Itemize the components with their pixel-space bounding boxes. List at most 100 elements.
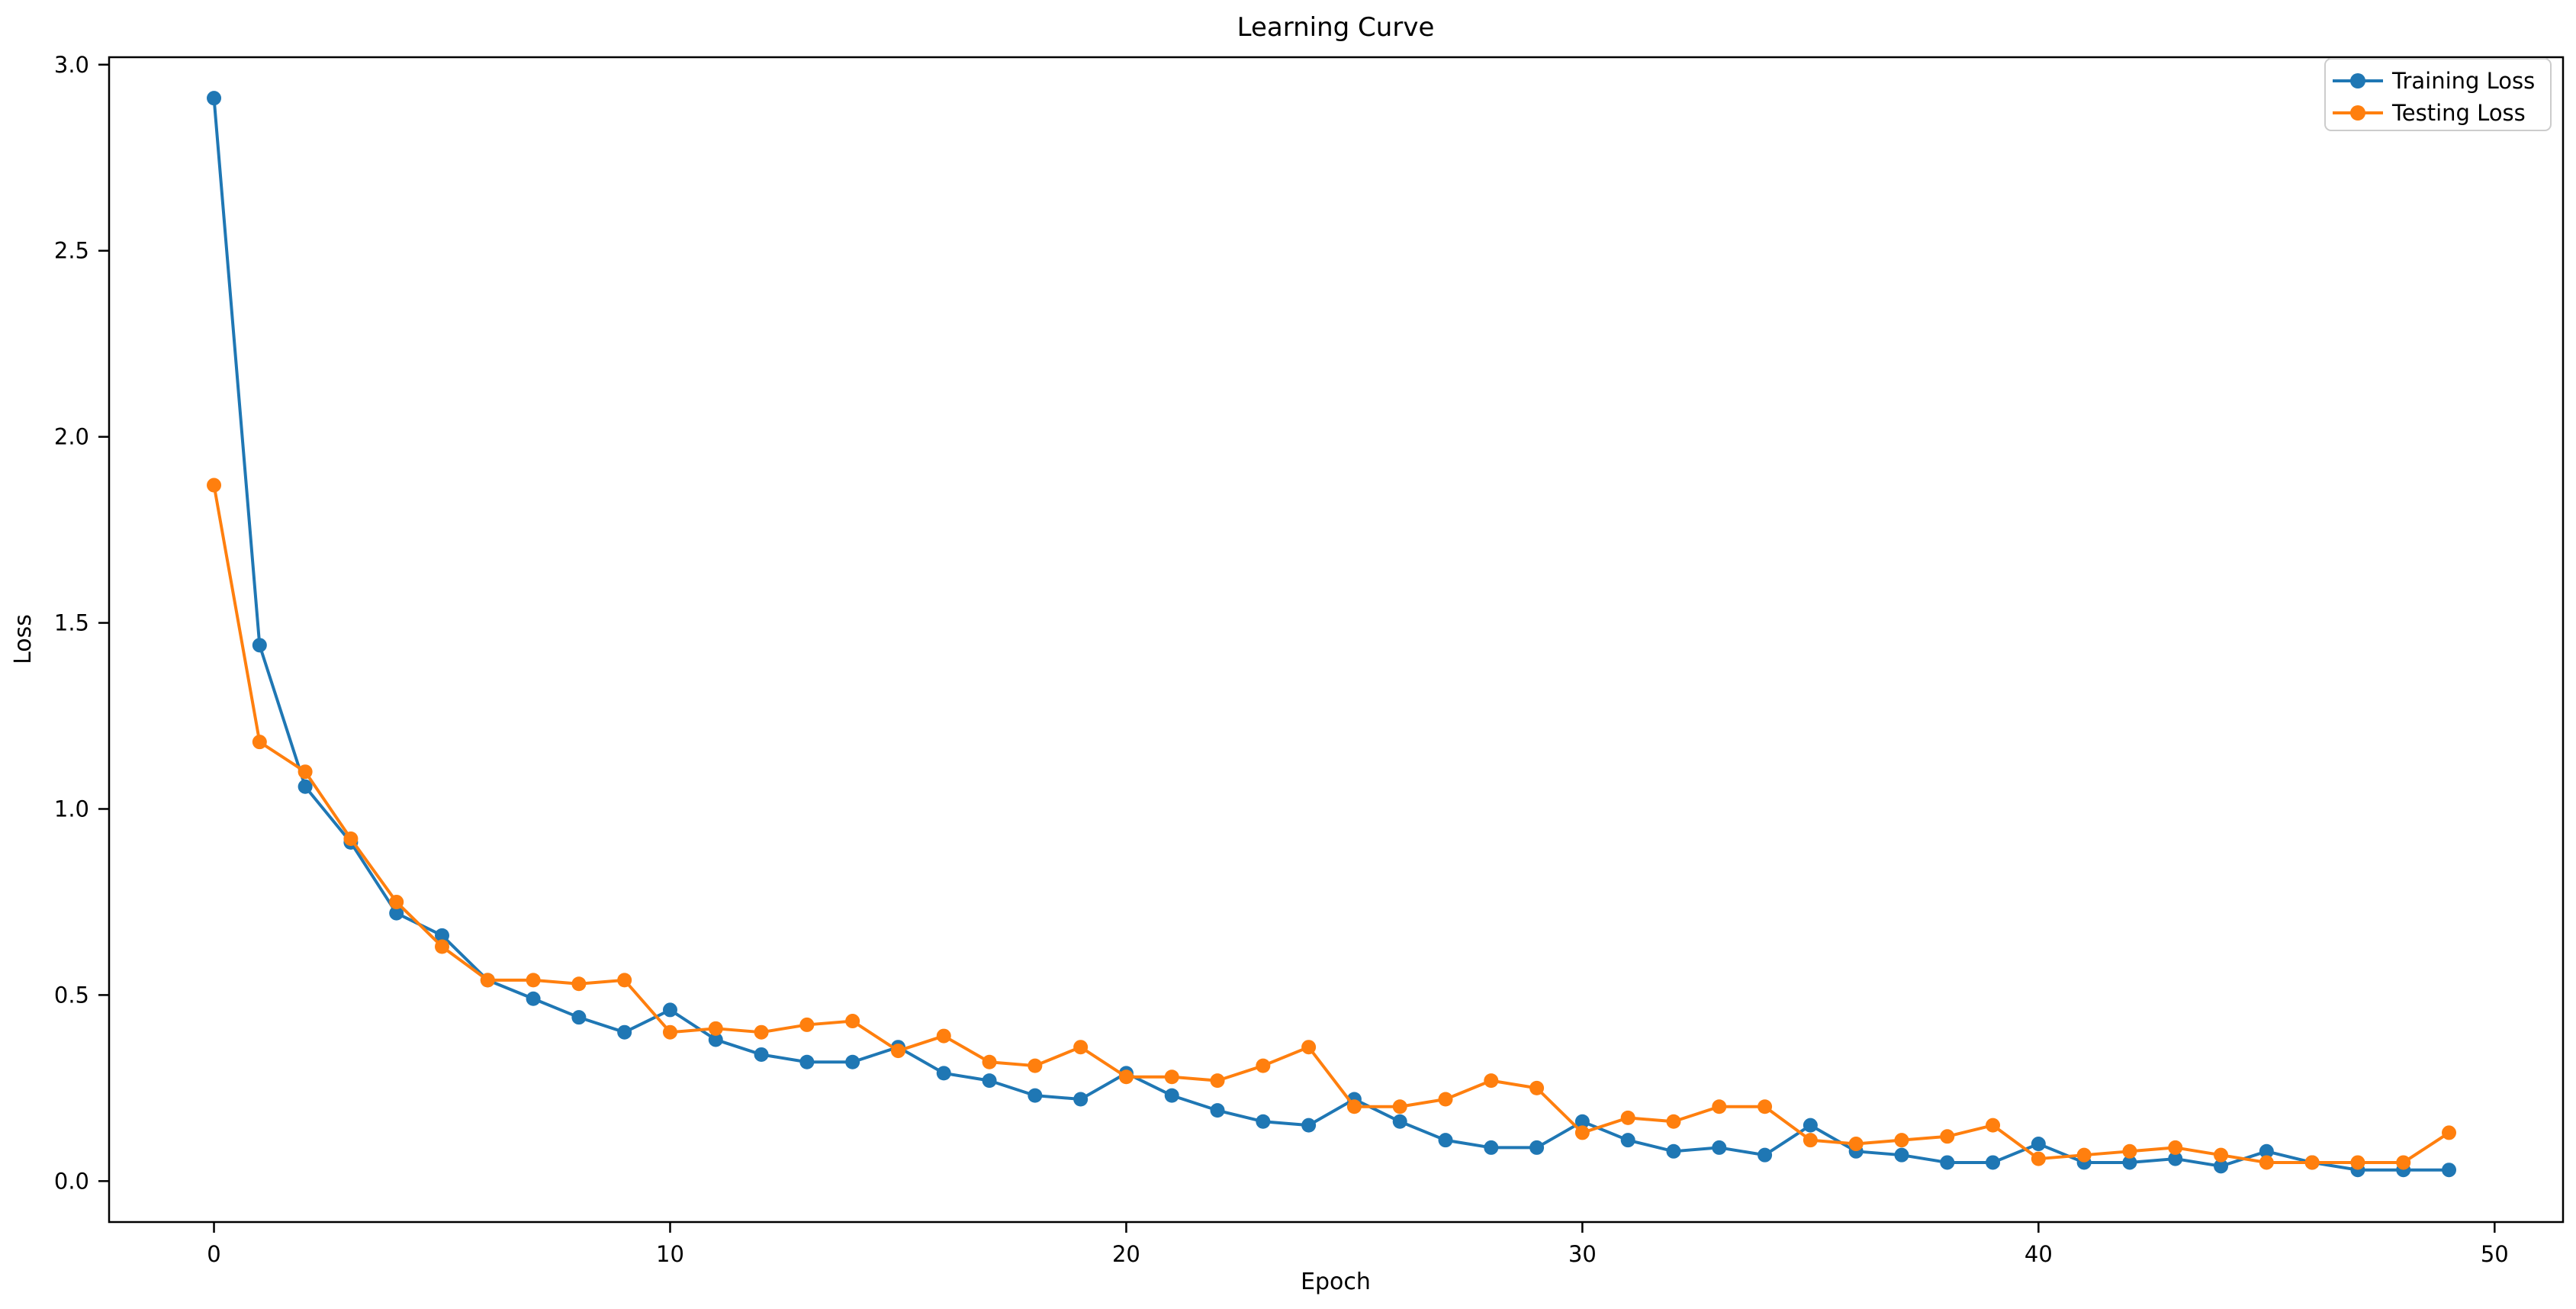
data-point [2122, 1143, 2137, 1159]
chart-title: Learning Curve [1237, 12, 1435, 43]
data-point [708, 1032, 723, 1047]
data-point [1758, 1147, 1773, 1163]
data-point [1803, 1133, 1818, 1148]
y-tick-label: 2.5 [54, 238, 89, 264]
data-point [936, 1028, 951, 1044]
data-point [1894, 1133, 1909, 1148]
data-point [2122, 1155, 2137, 1170]
data-point [1848, 1137, 1864, 1152]
data-point [708, 1021, 723, 1036]
legend-marker-dot [2350, 105, 2365, 121]
y-tick-label: 0.0 [54, 1168, 89, 1194]
training-loss-series [207, 91, 2457, 1178]
data-point [1666, 1114, 1681, 1129]
y-tick-label: 2.0 [54, 424, 89, 450]
data-point [207, 478, 222, 493]
plot-area: 0 10 20 30 40 50 0.0 0.5 1.0 1.5 2.0 2.5 3.0 Training… [54, 52, 2565, 1267]
data-point [1574, 1114, 1590, 1129]
x-tick-label: 40 [2024, 1241, 2053, 1267]
series-line [212, 484, 2451, 1164]
series-line [212, 96, 2451, 1172]
data-point [297, 779, 313, 794]
data-point [1256, 1058, 1271, 1073]
data-point [297, 764, 313, 780]
data-point [2396, 1155, 2411, 1170]
data-point [662, 1024, 677, 1040]
data-point [526, 991, 541, 1006]
data-point [1666, 1143, 1681, 1159]
x-axis-label: Epoch [1301, 1269, 1371, 1295]
data-point [982, 1054, 997, 1069]
data-point [2442, 1163, 2457, 1178]
data-point [799, 1054, 815, 1069]
data-point [936, 1066, 951, 1081]
data-point [1758, 1099, 1773, 1114]
data-point [2259, 1155, 2274, 1170]
data-point [526, 973, 541, 988]
legend-label-training-loss: Training Loss [2391, 68, 2535, 94]
data-point [1346, 1099, 1362, 1114]
data-point [1164, 1088, 1179, 1103]
y-tick-label: 1.0 [54, 796, 89, 822]
data-point [571, 1010, 587, 1025]
data-point [1256, 1114, 1271, 1129]
data-point [1712, 1140, 1727, 1155]
data-point [435, 939, 450, 954]
x-tick-label: 0 [207, 1241, 220, 1267]
data-point [1574, 1125, 1590, 1140]
data-point [2031, 1151, 2046, 1166]
data-point [1620, 1133, 1635, 1148]
data-point [252, 638, 267, 653]
data-point [1028, 1058, 1043, 1073]
data-point [1803, 1118, 1818, 1133]
data-point [1028, 1088, 1043, 1103]
legend-label-testing-loss: Testing Loss [2391, 100, 2526, 126]
y-tick-label: 1.5 [54, 610, 89, 636]
data-point [982, 1073, 997, 1089]
data-point [1438, 1092, 1453, 1107]
data-point [1392, 1114, 1407, 1129]
data-point [1986, 1155, 2001, 1170]
data-point [2076, 1147, 2092, 1163]
data-point [2259, 1143, 2274, 1159]
x-tick-label: 20 [1112, 1241, 1140, 1267]
data-point [1392, 1099, 1407, 1114]
data-point [1712, 1099, 1727, 1114]
data-point [2168, 1151, 2183, 1166]
data-point [343, 831, 359, 847]
data-point [1073, 1040, 1089, 1055]
data-point [1986, 1118, 2001, 1133]
data-point [799, 1017, 815, 1032]
data-point [1210, 1073, 1225, 1089]
data-point [1438, 1133, 1453, 1148]
data-point [1484, 1073, 1499, 1089]
data-point [252, 735, 267, 750]
y-tick-label: 3.0 [54, 52, 89, 78]
data-point [845, 1054, 860, 1069]
data-point [2350, 1155, 2365, 1170]
axes-box [108, 56, 2565, 1224]
x-tick-label: 30 [1568, 1241, 1597, 1267]
data-point [1620, 1110, 1635, 1125]
data-point [1073, 1092, 1089, 1107]
data-point [1210, 1103, 1225, 1118]
testing-loss-series [207, 478, 2457, 1170]
data-point [1894, 1147, 1909, 1163]
data-point [754, 1024, 769, 1040]
data-point [571, 976, 587, 992]
y-tick-label: 0.5 [54, 982, 89, 1008]
data-point [1118, 1069, 1134, 1085]
data-point [207, 91, 222, 106]
legend-marker-dot [2350, 73, 2365, 88]
x-tick-label: 50 [2481, 1241, 2509, 1267]
data-point [617, 1024, 632, 1040]
legend: Training Loss Testing Loss [2324, 58, 2552, 131]
x-tick-label: 10 [656, 1241, 684, 1267]
data-point [2031, 1137, 2046, 1152]
data-point [845, 1014, 860, 1029]
data-point [1301, 1040, 1317, 1055]
data-point [754, 1047, 769, 1062]
data-point [662, 1002, 677, 1018]
